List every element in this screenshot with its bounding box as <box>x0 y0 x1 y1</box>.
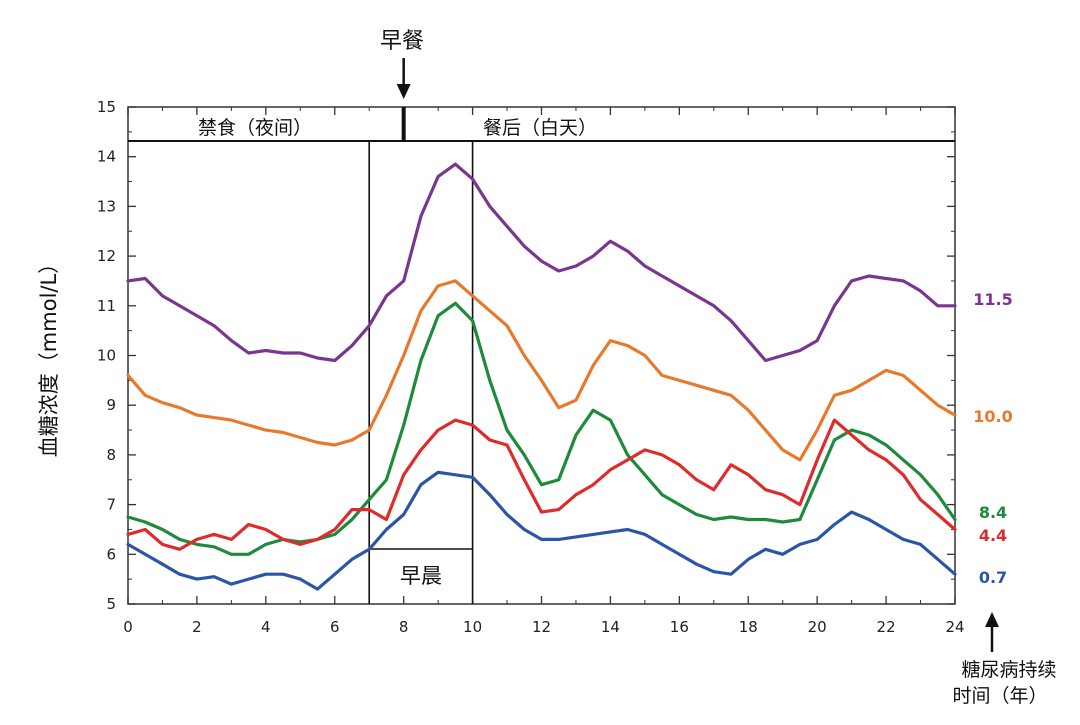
y-tick-label: 11 <box>97 297 116 315</box>
series-end-label: 8.4 <box>979 503 1007 522</box>
y-tick-label: 13 <box>97 197 116 215</box>
x-tick-label: 6 <box>330 618 340 636</box>
postmeal-label: 餐后（白天） <box>483 117 597 139</box>
series-line-8.4 <box>126 301 957 556</box>
fasting-label: 禁食（夜间） <box>198 117 312 139</box>
x-tick-label: 14 <box>601 618 620 636</box>
series-end-label: 11.5 <box>973 290 1012 309</box>
y-axis-label: 血糖浓度（mmol/L） <box>37 253 61 457</box>
legend-title-line2: 时间（年） <box>952 685 1047 707</box>
series-end-label: 0.7 <box>979 568 1007 587</box>
x-tick-label: 12 <box>532 618 551 636</box>
y-tick-label: 12 <box>97 247 116 265</box>
x-tick-label: 10 <box>463 618 482 636</box>
y-tick-label: 5 <box>106 595 116 613</box>
y-tick-label: 15 <box>97 98 116 116</box>
y-tick-label: 6 <box>106 545 116 563</box>
series-end-label: 10.0 <box>973 407 1012 426</box>
y-tick-label: 9 <box>106 396 116 414</box>
legend-title: 糖尿病持续 时间（年） <box>952 659 1062 707</box>
series-layer: 11.5 10.0 8.4 4.4 0.7 <box>126 162 1013 591</box>
y-tick-label: 7 <box>106 496 116 514</box>
x-tick-label: 0 <box>123 618 133 636</box>
x-tick-label: 16 <box>670 618 689 636</box>
morning-label: 早晨 <box>400 564 442 588</box>
annotation-layer: 早餐 禁食（夜间） 餐后（白天） 早晨 血糖浓度（mmol/L） 糖尿病持续 时… <box>37 29 1062 707</box>
x-tick-label: 22 <box>877 618 896 636</box>
x-tick-label: 8 <box>399 618 409 636</box>
breakfast-arrow-head <box>396 84 411 99</box>
series-line-0.7 <box>126 470 957 591</box>
series-line-10.0 <box>126 279 957 462</box>
x-tick-label: 2 <box>192 618 202 636</box>
series-line-4.4 <box>126 418 957 551</box>
series-end-label: 4.4 <box>979 526 1007 545</box>
x-tick-label: 20 <box>808 618 827 636</box>
legend-title-line1: 糖尿病持续 <box>961 659 1056 681</box>
series-line-11.5 <box>126 162 957 363</box>
breakfast-label: 早餐 <box>380 29 424 54</box>
x-tick-label: 4 <box>261 618 271 636</box>
y-tick-label: 10 <box>97 347 116 365</box>
y-tick-label: 14 <box>97 148 116 166</box>
legend-arrow-head <box>985 612 999 627</box>
x-tick-label: 18 <box>739 618 758 636</box>
y-tick-label: 8 <box>106 446 116 464</box>
x-tick-label: 24 <box>945 618 964 636</box>
